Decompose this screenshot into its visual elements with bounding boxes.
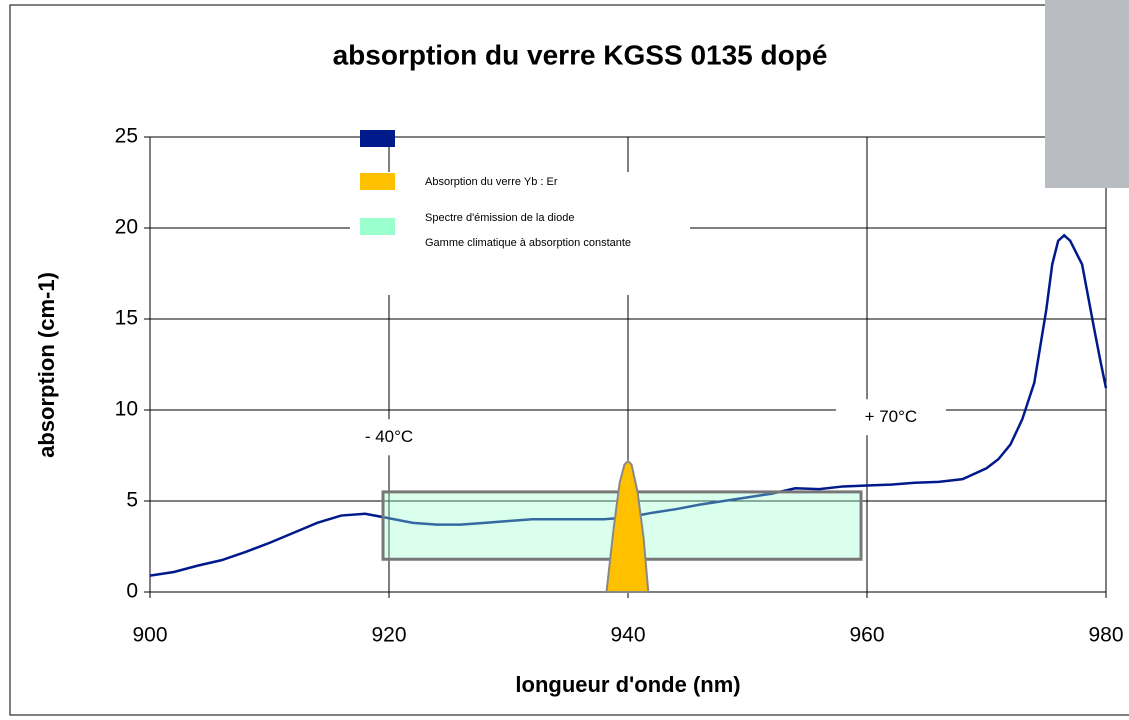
absorption-line bbox=[149, 233, 1108, 577]
annotation: - 40°C bbox=[365, 427, 413, 446]
x-tick-label: 920 bbox=[371, 624, 406, 647]
x-tick-label: 940 bbox=[610, 624, 645, 647]
diode-peak bbox=[605, 459, 650, 593]
y-tick-label: 5 bbox=[126, 489, 138, 512]
plot-area: 0 5 10 15 20 25 900 920 940 960 980 Absorption du v… bbox=[115, 125, 1124, 647]
y-tick-label: 20 bbox=[115, 216, 138, 239]
y-tick-label: 0 bbox=[126, 580, 138, 603]
legend-swatch bbox=[360, 130, 395, 147]
annotation-box bbox=[334, 419, 444, 456]
legend-swatch bbox=[360, 173, 395, 190]
y-axis-label: absorption (cm-1) bbox=[34, 272, 59, 458]
legend-label: Gamme climatique à absorption constante bbox=[425, 237, 631, 249]
x-tick-label: 980 bbox=[1088, 624, 1123, 647]
y-tick-label: 25 bbox=[115, 125, 138, 148]
chart-frame bbox=[9, 4, 1129, 716]
annotation-box bbox=[835, 399, 946, 436]
y-tick-label: 10 bbox=[115, 398, 138, 421]
chart-title: absorption du verre KGSS 0135 dopé bbox=[333, 39, 828, 70]
x-axis-label: longueur d'onde (nm) bbox=[515, 672, 740, 697]
photo-patch bbox=[1045, 0, 1129, 188]
x-tick-label: 960 bbox=[849, 624, 884, 647]
legend-box bbox=[350, 172, 690, 295]
y-tick-label: 15 bbox=[115, 307, 138, 330]
legend-label: Spectre d'émission de la diode bbox=[425, 212, 574, 224]
legend-label: Absorption du verre Yb : Er bbox=[425, 176, 558, 188]
legend-swatch bbox=[360, 218, 395, 235]
annotation: + 70°C bbox=[865, 407, 918, 426]
x-tick-label: 900 bbox=[132, 624, 167, 647]
